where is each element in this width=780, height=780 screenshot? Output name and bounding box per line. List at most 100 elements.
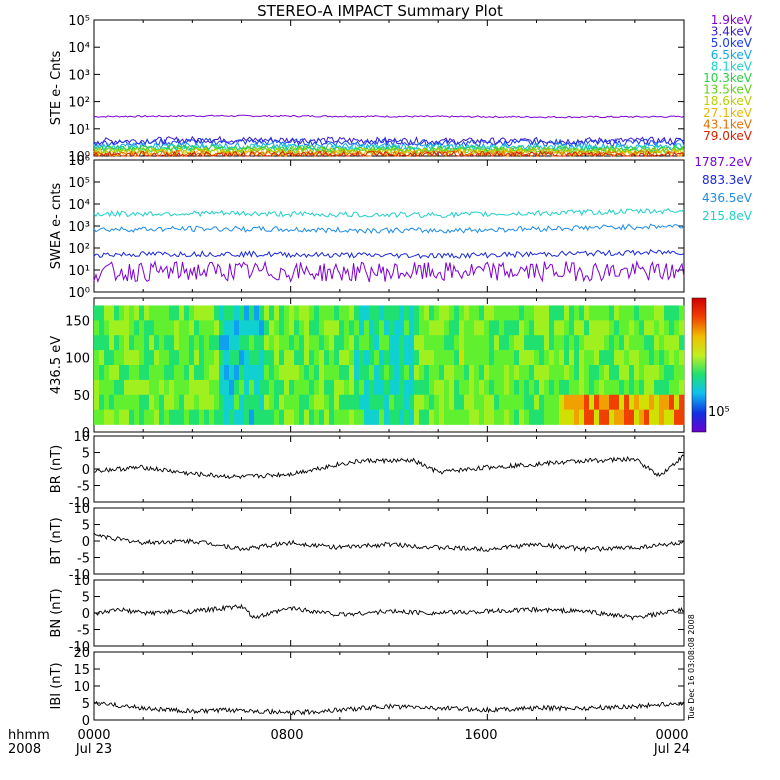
heatmap-cell [159, 320, 165, 336]
heatmap-cell [114, 335, 120, 351]
heatmap-cell [634, 335, 640, 351]
heatmap-cell [104, 394, 110, 410]
heatmap-cell [399, 394, 405, 410]
heatmap-cell [254, 320, 260, 336]
heatmap-cell [169, 394, 175, 410]
heatmap-cell [189, 350, 195, 366]
heatmap-cell [199, 409, 205, 425]
heatmap-cell [324, 409, 330, 425]
heatmap-cell [324, 394, 330, 410]
heatmap-cell [364, 350, 370, 366]
heatmap-cell [649, 320, 655, 336]
legend-label-0-3: 6.5keV [711, 48, 753, 62]
heatmap-cell [304, 320, 310, 336]
heatmap-cell [259, 320, 265, 336]
heatmap-cell [509, 365, 515, 381]
heatmap-cell [569, 305, 575, 321]
heatmap-cell [119, 335, 125, 351]
heatmap-cell [509, 320, 515, 336]
heatmap-cell [474, 365, 480, 381]
heatmap-cell [629, 320, 635, 336]
heatmap-cell [359, 394, 365, 410]
heatmap-cell [409, 305, 415, 321]
y-tick-label-3: 0 [82, 463, 90, 478]
heatmap-cell [274, 305, 280, 321]
heatmap-cell [129, 320, 135, 336]
heatmap-cell [369, 320, 375, 336]
heatmap-cell [389, 305, 395, 321]
y-tick-label-4: 0 [82, 535, 90, 550]
heatmap-cell [569, 335, 575, 351]
heatmap-cell [174, 409, 180, 425]
heatmap-cell [304, 335, 310, 351]
heatmap-cell [464, 335, 470, 351]
heatmap-cell [629, 335, 635, 351]
y-tick-label-5: 5 [82, 591, 90, 606]
heatmap-cell [664, 320, 670, 336]
heatmap-cell [279, 394, 285, 410]
heatmap-cell [204, 350, 210, 366]
heatmap-cell [549, 394, 555, 410]
heatmap-cell [139, 320, 145, 336]
heatmap-cell [449, 379, 455, 396]
heatmap-cell [219, 350, 225, 366]
heatmap-cell [579, 409, 585, 425]
heatmap-cell [169, 409, 175, 425]
heatmap-cell [639, 335, 645, 351]
heatmap-cell [629, 379, 635, 396]
heatmap-cell [354, 335, 360, 351]
heatmap-cell [229, 409, 235, 425]
heatmap-cell [174, 365, 180, 381]
heatmap-cell [599, 335, 605, 351]
heatmap-cell [304, 409, 310, 425]
heatmap-cell [234, 365, 240, 381]
heatmap-cell [439, 305, 445, 321]
heatmap-cell [179, 409, 185, 425]
heatmap-cell [554, 320, 560, 336]
heatmap-cell [344, 365, 350, 381]
heatmap-cell [214, 365, 220, 381]
heatmap-cell [549, 305, 555, 321]
heatmap-cell [309, 350, 315, 366]
heatmap-cell [329, 409, 335, 425]
y-axis-label-1: SWEA e- cnts [49, 183, 64, 270]
heatmap-cell [484, 394, 490, 410]
heatmap-cell [604, 365, 610, 381]
heatmap-cell [139, 409, 145, 425]
heatmap-cell [619, 409, 625, 425]
heatmap-cell [339, 394, 345, 410]
heatmap-cell [559, 409, 565, 425]
heatmap-cell [224, 320, 230, 336]
heatmap-cell [524, 350, 530, 366]
heatmap-cell [434, 320, 440, 336]
y-tick-label-1: 10³ [68, 220, 90, 235]
heatmap-cell [379, 320, 385, 336]
heatmap-cell [404, 350, 410, 366]
heatmap-cell [654, 305, 660, 321]
heatmap-cell [639, 350, 645, 366]
heatmap-cell [274, 320, 280, 336]
heatmap-cell [164, 320, 170, 336]
heatmap-cell [634, 320, 640, 336]
heatmap-cell [574, 350, 580, 366]
heatmap-cell [529, 365, 535, 381]
heatmap-cell [394, 394, 400, 410]
heatmap-cell [624, 335, 630, 351]
heatmap-cell [549, 350, 555, 366]
heatmap-cell [579, 394, 585, 410]
heatmap-cell [674, 335, 680, 351]
heatmap-cell [149, 379, 155, 396]
heatmap-cell [264, 350, 270, 366]
heatmap-cell [404, 305, 410, 321]
heatmap-cell [169, 335, 175, 351]
heatmap-cell [384, 365, 390, 381]
heatmap-cell [94, 379, 100, 396]
heatmap-cell [109, 409, 115, 425]
heatmap-cell [604, 409, 610, 425]
heatmap-cell [214, 409, 220, 425]
heatmap-cell [109, 320, 115, 336]
heatmap-cell [224, 409, 230, 425]
heatmap-cell [434, 379, 440, 396]
heatmap-cell [669, 394, 675, 410]
heatmap-cell [344, 409, 350, 425]
